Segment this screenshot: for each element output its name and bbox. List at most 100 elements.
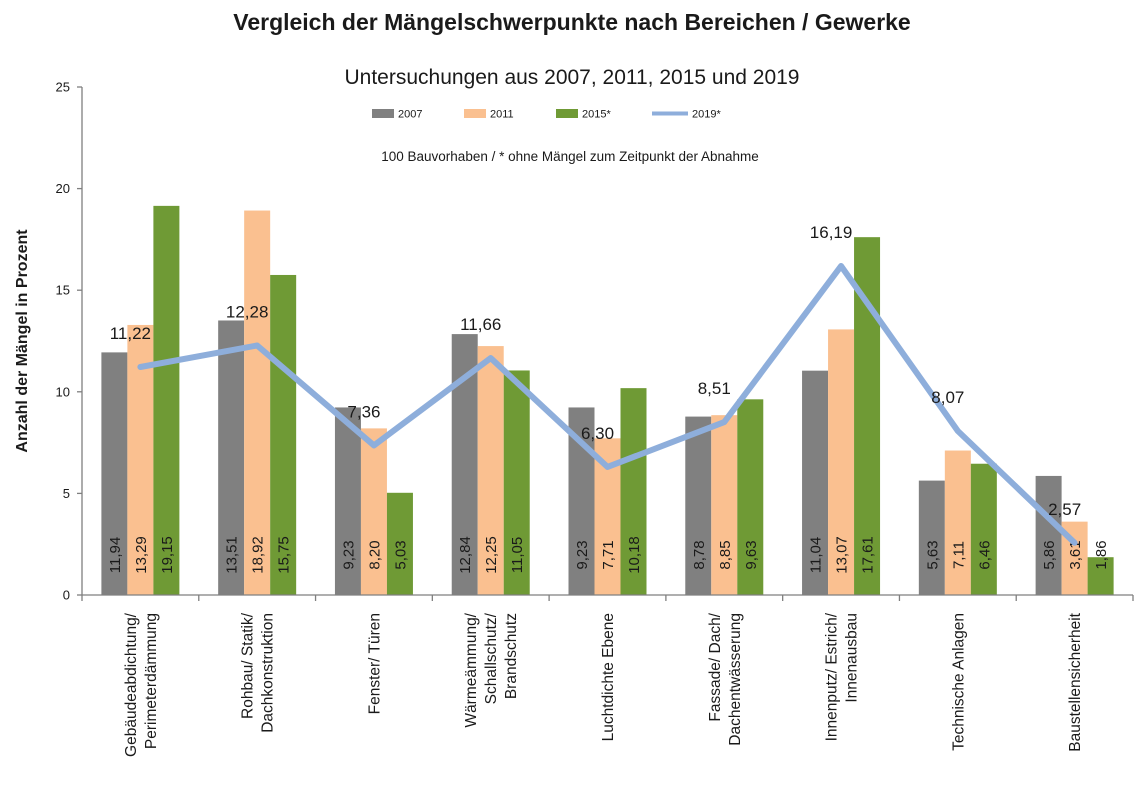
bar-2015 <box>270 274 297 595</box>
y-axis: 0 5 10 15 20 25 <box>56 80 83 603</box>
line-value-label: 6,30 <box>581 424 614 443</box>
chart-note: 100 Bauvorhaben / * ohne Mängel zum Zeit… <box>381 149 759 164</box>
bar-value-label: 13,07 <box>834 536 851 574</box>
line-value-label: 16,19 <box>810 223 853 242</box>
bar-value-label: 18,92 <box>250 536 267 574</box>
legend-label: 2015* <box>582 109 611 121</box>
bar-value-label: 19,15 <box>159 536 176 574</box>
bar-2011 <box>477 346 504 595</box>
y-tick-label: 20 <box>56 181 70 196</box>
y-tick-label: 10 <box>56 384 70 399</box>
bar-value-label: 10,18 <box>626 536 643 574</box>
chart-subtitle: Untersuchungen aus 2007, 2011, 2015 und … <box>345 66 800 89</box>
bar-value-label: 9,23 <box>574 540 591 569</box>
category-label: Wärmeämmung/Schallschutz/Brandschutz <box>463 612 520 727</box>
bar-value-label: 7,11 <box>950 541 967 569</box>
bar-value-label: 9,63 <box>743 540 760 569</box>
category-label: Innenputz/ Estrich/Innenausbau <box>824 612 861 741</box>
bar-value-label: 7,71 <box>600 540 617 569</box>
bar-2015 <box>153 205 180 595</box>
bar-value-label: 12,84 <box>457 536 474 574</box>
category-label-line: Technische Anlagen <box>950 613 967 751</box>
category-label: Fenster/ Türen <box>366 613 383 714</box>
bar-2007 <box>334 407 361 595</box>
bar-value-label: 12,25 <box>483 536 500 574</box>
x-axis: Gebäudeabdichtung/Perimeterdämmung Rohbau… <box>81 594 1134 757</box>
bar-value-label: 8,78 <box>691 540 708 569</box>
bar-value-label: 8,85 <box>717 540 734 569</box>
category-label-line: Luchtdichte Ebene <box>600 613 617 741</box>
category-label-line: Fenster/ Türen <box>366 613 383 714</box>
bar-value-label: 5,03 <box>392 540 409 569</box>
legend-label: 2019* <box>692 109 721 121</box>
legend: 2007 2011 2015* 2019* <box>372 109 721 121</box>
bar-value-label: 5,63 <box>924 540 941 569</box>
bar-2007 <box>802 370 829 595</box>
line-value-label: 11,22 <box>110 324 151 343</box>
bar-value-label: 6,46 <box>976 540 993 569</box>
bar-value-label: 8,20 <box>366 540 383 569</box>
bar-2007 <box>101 352 128 595</box>
category-label: Baustellensicherheit <box>1067 612 1084 751</box>
category-label: Fassade/ Dach/Dachentwässerung <box>707 612 744 745</box>
bar-2007 <box>1035 475 1062 595</box>
category-label: Rohbau/ Statik/Dachkonstruktion <box>240 612 277 732</box>
bar-2007 <box>685 416 712 595</box>
bar-2015 <box>503 370 530 595</box>
y-tick-label: 0 <box>63 588 70 603</box>
bar-2011 <box>360 428 387 595</box>
category-label-line: Rohbau/ Statik/ <box>240 612 257 719</box>
bar-2007 <box>918 480 945 595</box>
y-tick-label: 15 <box>56 283 70 298</box>
legend-swatch <box>556 109 578 118</box>
line-series: 11,22 12,28 7,36 11,66 6,30 8,51 16,19 8,07 2,57 <box>110 223 1081 546</box>
line-value-label: 12,28 <box>226 302 269 321</box>
category-label: Technische Anlagen <box>950 613 967 751</box>
category-label-line: Dachentwässerung <box>727 613 744 746</box>
legend-swatch <box>464 109 486 118</box>
legend-label: 2007 <box>398 109 422 121</box>
category-label-line: Dachkonstruktion <box>260 613 277 733</box>
legend-label: 2011 <box>490 109 514 121</box>
category-label-line: Wärmeämmung/ <box>463 612 480 727</box>
bar-value-label: 11,94 <box>107 537 124 573</box>
bar-2011 <box>828 329 855 595</box>
category-label-line: Gebäudeabdichtung/ <box>123 612 140 757</box>
line-value-label: 2,57 <box>1048 500 1081 519</box>
legend-swatch <box>372 109 394 118</box>
bar-value-label: 11,04 <box>808 537 825 573</box>
bar-2015 <box>620 388 647 595</box>
line-value-label: 8,07 <box>931 388 964 407</box>
line-value-label: 11,66 <box>460 315 501 334</box>
bar-2015 <box>1087 557 1114 595</box>
bar-2011 <box>944 450 971 595</box>
bar-value-label: 11,05 <box>509 537 526 573</box>
bar-value-label: 13,51 <box>224 536 241 574</box>
line-value-label: 8,51 <box>698 379 731 398</box>
chart-title: Vergleich der Mängelschwerpunkte nach Be… <box>233 9 910 35</box>
category-label-line: Schallschutz/ <box>483 612 500 704</box>
bar-2015 <box>970 463 997 595</box>
line-2019 <box>137 263 1078 546</box>
y-tick-label: 5 <box>63 486 70 501</box>
y-tick-label: 25 <box>56 80 70 95</box>
category-label: Gebäudeabdichtung/Perimeterdämmung <box>123 612 160 757</box>
bar-2011 <box>711 415 738 595</box>
category-label-line: Fassade/ Dach/ <box>707 612 724 721</box>
category-label-line: Innenausbau <box>844 613 861 703</box>
bar-value-label: 1,86 <box>1093 540 1110 569</box>
bar-2015 <box>737 399 764 595</box>
bar-value-label: 9,23 <box>340 540 357 569</box>
bar-value-label: 13,29 <box>133 536 150 574</box>
y-axis-label: Anzahl der Mängel in Prozent <box>14 229 31 453</box>
line-value-label: 7,36 <box>347 402 380 421</box>
bar-value-label: 17,61 <box>860 536 877 574</box>
category-label-line: Innenputz/ Estrich/ <box>824 612 841 741</box>
bar-value-label: 5,86 <box>1041 540 1058 569</box>
bar-2015 <box>386 492 413 595</box>
bar-value-label: 15,75 <box>276 536 293 574</box>
bar-2011 <box>244 210 271 595</box>
category-label-line: Perimeterdämmung <box>143 613 160 749</box>
bar-2007 <box>218 320 245 595</box>
